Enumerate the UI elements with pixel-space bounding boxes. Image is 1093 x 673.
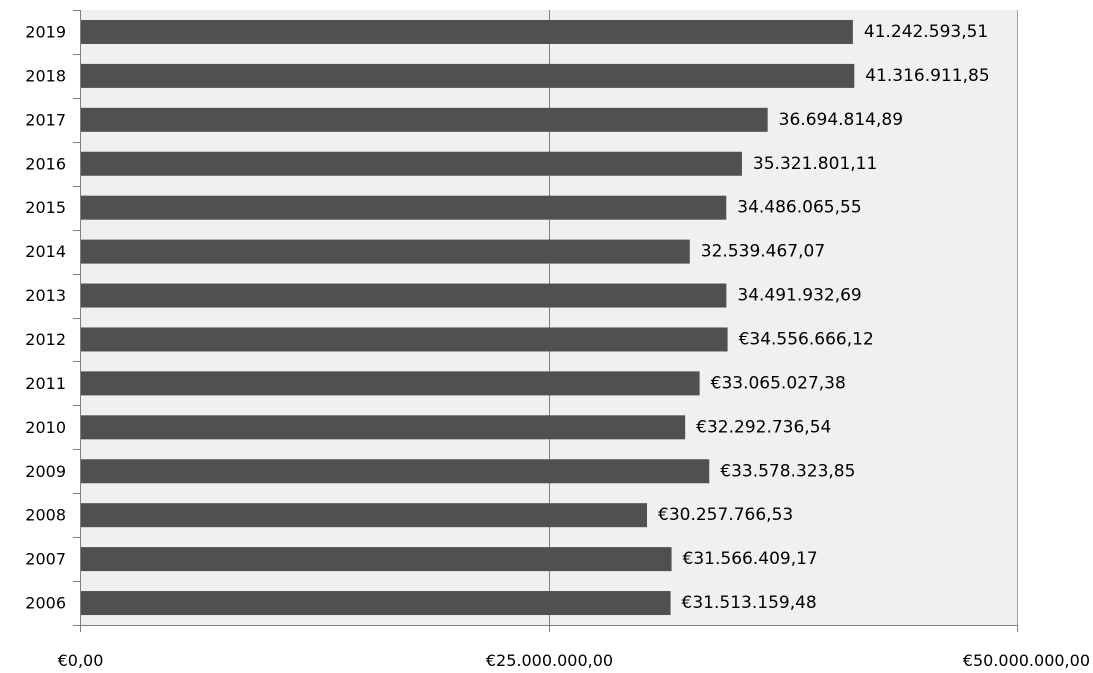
x-tick-label: €25.000.000,00 [486, 651, 613, 670]
bar-2010 [80, 415, 686, 440]
data-label-2013: 34.491.932,69 [737, 286, 861, 306]
bar-2008 [80, 503, 648, 528]
bar-2019 [80, 19, 853, 44]
data-label-2007: €31.566.409,17 [683, 549, 818, 569]
data-label-2008: €30.257.766,53 [658, 505, 793, 525]
bar-2013 [80, 283, 727, 308]
bar-2015 [80, 195, 727, 220]
y-tick-label-2018: 2018 [25, 66, 66, 85]
data-label-2019: 41.242.593,51 [864, 22, 988, 42]
bar-2014 [80, 239, 690, 264]
bar-2006 [80, 591, 671, 616]
x-tick-label: €50.000.000,00 [963, 651, 1090, 670]
data-label-2012: €34.556.666,12 [739, 329, 874, 349]
y-tick-label-2014: 2014 [25, 242, 66, 261]
bars [80, 19, 855, 616]
y-tick-label-2007: 2007 [25, 550, 66, 569]
data-label-2006: €31.513.159,48 [682, 593, 817, 613]
data-label-2018: 41.316.911,85 [865, 66, 989, 86]
y-tick-label-2010: 2010 [25, 418, 66, 437]
bar-2007 [80, 547, 672, 572]
y-tick-label-2006: 2006 [25, 594, 66, 613]
data-label-2016: 35.321.801,11 [753, 154, 877, 174]
y-tick-label-2011: 2011 [25, 374, 66, 393]
y-tick-label-2008: 2008 [25, 506, 66, 525]
data-label-2010: €32.292.736,54 [696, 417, 831, 437]
bar-2016 [80, 151, 742, 176]
data-label-2011: €33.065.027,38 [711, 373, 846, 393]
bar-2012 [80, 327, 728, 352]
bar-2011 [80, 371, 700, 396]
x-tick-label: €0,00 [58, 651, 104, 670]
y-tick-label-2013: 2013 [25, 286, 66, 305]
data-label-2014: 32.539.467,07 [701, 242, 825, 262]
y-tick-label-2012: 2012 [25, 330, 66, 349]
bar-2009 [80, 459, 710, 484]
bar-2018 [80, 63, 855, 88]
data-label-2009: €33.578.323,85 [720, 461, 855, 481]
y-axis: 2019 2018 2017 2016 2015 2014 2013 2012 2011 2010… [25, 10, 81, 626]
y-tick-label-2015: 2015 [25, 198, 66, 217]
data-label-2017: 36.694.814,89 [779, 110, 903, 130]
plot-area [80, 10, 1017, 625]
y-tick-label-2009: 2009 [25, 462, 66, 481]
bar-2017 [80, 107, 768, 132]
data-label-2015: 34.486.065,55 [737, 198, 861, 218]
y-tick-label-2019: 2019 [25, 22, 66, 41]
x-axis: €0,00 €25.000.000,00 €50.000.000,00 [58, 625, 1090, 670]
data-labels: 41.242.593,51 41.316.911,85 36.694.814,89 3… [658, 22, 990, 613]
y-tick-label-2017: 2017 [25, 110, 66, 129]
y-tick-label-2016: 2016 [25, 154, 66, 173]
